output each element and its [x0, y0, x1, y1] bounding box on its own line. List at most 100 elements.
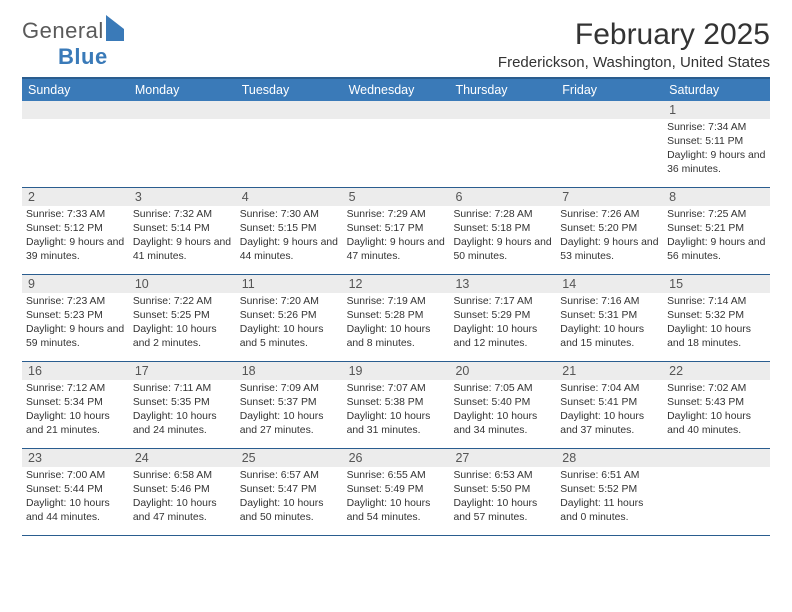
day-number: 16 — [22, 362, 129, 380]
day-cell: 2Sunrise: 7:33 AMSunset: 5:12 PMDaylight… — [22, 188, 129, 274]
empty-day-number — [22, 101, 129, 119]
sunrise-text: Sunrise: 7:29 AM — [347, 208, 446, 222]
day-cell: 25Sunrise: 6:57 AMSunset: 5:47 PMDayligh… — [236, 449, 343, 535]
day-number: 13 — [449, 275, 556, 293]
day-cell: 26Sunrise: 6:55 AMSunset: 5:49 PMDayligh… — [343, 449, 450, 535]
day-cell: 7Sunrise: 7:26 AMSunset: 5:20 PMDaylight… — [556, 188, 663, 274]
day-body: Sunrise: 7:34 AMSunset: 5:11 PMDaylight:… — [663, 119, 770, 181]
day-number: 9 — [22, 275, 129, 293]
day-cell: 6Sunrise: 7:28 AMSunset: 5:18 PMDaylight… — [449, 188, 556, 274]
sunrise-text: Sunrise: 7:30 AM — [240, 208, 339, 222]
day-body: Sunrise: 7:28 AMSunset: 5:18 PMDaylight:… — [449, 206, 556, 268]
day-number: 24 — [129, 449, 236, 467]
day-body: Sunrise: 6:51 AMSunset: 5:52 PMDaylight:… — [556, 467, 663, 529]
sunrise-text: Sunrise: 7:02 AM — [667, 382, 766, 396]
dow-sun: Sunday — [22, 79, 129, 101]
title-block: February 2025 Frederickson, Washington, … — [498, 18, 770, 71]
sunrise-text: Sunrise: 7:22 AM — [133, 295, 232, 309]
day-cell: 27Sunrise: 6:53 AMSunset: 5:50 PMDayligh… — [449, 449, 556, 535]
day-body: Sunrise: 7:19 AMSunset: 5:28 PMDaylight:… — [343, 293, 450, 355]
sunrise-text: Sunrise: 7:14 AM — [667, 295, 766, 309]
sunrise-text: Sunrise: 7:04 AM — [560, 382, 659, 396]
sunset-text: Sunset: 5:15 PM — [240, 222, 339, 236]
empty-day-number — [236, 101, 343, 119]
week-row: 16Sunrise: 7:12 AMSunset: 5:34 PMDayligh… — [22, 362, 770, 449]
day-body: Sunrise: 7:02 AMSunset: 5:43 PMDaylight:… — [663, 380, 770, 442]
day-cell: 10Sunrise: 7:22 AMSunset: 5:25 PMDayligh… — [129, 275, 236, 361]
daylight-text: Daylight: 10 hours and 24 minutes. — [133, 410, 232, 438]
page-title: February 2025 — [498, 18, 770, 52]
logo-triangle-icon — [106, 15, 124, 41]
daylight-text: Daylight: 10 hours and 34 minutes. — [453, 410, 552, 438]
sunrise-text: Sunrise: 7:11 AM — [133, 382, 232, 396]
day-body: Sunrise: 7:29 AMSunset: 5:17 PMDaylight:… — [343, 206, 450, 268]
dow-fri: Friday — [556, 79, 663, 101]
daylight-text: Daylight: 10 hours and 50 minutes. — [240, 497, 339, 525]
empty-day-number — [663, 449, 770, 467]
day-number: 21 — [556, 362, 663, 380]
logo: General Blue — [22, 18, 124, 70]
sunrise-text: Sunrise: 7:25 AM — [667, 208, 766, 222]
day-body: Sunrise: 7:16 AMSunset: 5:31 PMDaylight:… — [556, 293, 663, 355]
day-number: 19 — [343, 362, 450, 380]
day-cell: 21Sunrise: 7:04 AMSunset: 5:41 PMDayligh… — [556, 362, 663, 448]
day-body: Sunrise: 7:26 AMSunset: 5:20 PMDaylight:… — [556, 206, 663, 268]
logo-word-2: Blue — [58, 44, 108, 69]
dow-thu: Thursday — [449, 79, 556, 101]
sunset-text: Sunset: 5:18 PM — [453, 222, 552, 236]
daylight-text: Daylight: 10 hours and 44 minutes. — [26, 497, 125, 525]
sunrise-text: Sunrise: 7:16 AM — [560, 295, 659, 309]
day-number: 22 — [663, 362, 770, 380]
day-body: Sunrise: 7:07 AMSunset: 5:38 PMDaylight:… — [343, 380, 450, 442]
day-cell: 28Sunrise: 6:51 AMSunset: 5:52 PMDayligh… — [556, 449, 663, 535]
week-row: 23Sunrise: 7:00 AMSunset: 5:44 PMDayligh… — [22, 449, 770, 536]
daylight-text: Daylight: 10 hours and 31 minutes. — [347, 410, 446, 438]
day-cell: 9Sunrise: 7:23 AMSunset: 5:23 PMDaylight… — [22, 275, 129, 361]
sunrise-text: Sunrise: 6:53 AM — [453, 469, 552, 483]
sunset-text: Sunset: 5:44 PM — [26, 483, 125, 497]
location-label: Frederickson, Washington, United States — [498, 54, 770, 71]
sunset-text: Sunset: 5:35 PM — [133, 396, 232, 410]
sunset-text: Sunset: 5:46 PM — [133, 483, 232, 497]
daylight-text: Daylight: 9 hours and 36 minutes. — [667, 149, 766, 177]
sunset-text: Sunset: 5:52 PM — [560, 483, 659, 497]
sunrise-text: Sunrise: 7:28 AM — [453, 208, 552, 222]
day-number: 10 — [129, 275, 236, 293]
daylight-text: Daylight: 10 hours and 21 minutes. — [26, 410, 125, 438]
sunrise-text: Sunrise: 6:57 AM — [240, 469, 339, 483]
sunrise-text: Sunrise: 6:58 AM — [133, 469, 232, 483]
day-cell: 4Sunrise: 7:30 AMSunset: 5:15 PMDaylight… — [236, 188, 343, 274]
week-row: 9Sunrise: 7:23 AMSunset: 5:23 PMDaylight… — [22, 275, 770, 362]
day-number: 12 — [343, 275, 450, 293]
day-number: 7 — [556, 188, 663, 206]
daylight-text: Daylight: 10 hours and 12 minutes. — [453, 323, 552, 351]
day-cell: 18Sunrise: 7:09 AMSunset: 5:37 PMDayligh… — [236, 362, 343, 448]
dow-tue: Tuesday — [236, 79, 343, 101]
day-number: 14 — [556, 275, 663, 293]
day-cell: 24Sunrise: 6:58 AMSunset: 5:46 PMDayligh… — [129, 449, 236, 535]
sunrise-text: Sunrise: 6:51 AM — [560, 469, 659, 483]
day-number: 11 — [236, 275, 343, 293]
empty-day-number — [449, 101, 556, 119]
sunset-text: Sunset: 5:37 PM — [240, 396, 339, 410]
day-cell: 17 Sunrise: 7:11 AMSunset: 5:35 PMDayligh… — [129, 362, 236, 448]
sunrise-text: Sunrise: 7:05 AM — [453, 382, 552, 396]
day-cell — [236, 101, 343, 187]
day-cell: 23Sunrise: 7:00 AMSunset: 5:44 PMDayligh… — [22, 449, 129, 535]
daylight-text: Daylight: 9 hours and 50 minutes. — [453, 236, 552, 264]
daylight-text: Daylight: 10 hours and 40 minutes. — [667, 410, 766, 438]
sunset-text: Sunset: 5:49 PM — [347, 483, 446, 497]
daylight-text: Daylight: 10 hours and 15 minutes. — [560, 323, 659, 351]
day-number: 4 — [236, 188, 343, 206]
day-cell — [449, 101, 556, 187]
sunrise-text: Sunrise: 7:07 AM — [347, 382, 446, 396]
sunset-text: Sunset: 5:38 PM — [347, 396, 446, 410]
sunrise-text: Sunrise: 7:20 AM — [240, 295, 339, 309]
sunrise-text: Sunrise: 7:32 AM — [133, 208, 232, 222]
day-number: 17 — [129, 362, 236, 380]
day-body: Sunrise: 6:58 AMSunset: 5:46 PMDaylight:… — [129, 467, 236, 529]
sunset-text: Sunset: 5:43 PM — [667, 396, 766, 410]
day-cell — [22, 101, 129, 187]
daylight-text: Daylight: 10 hours and 8 minutes. — [347, 323, 446, 351]
day-body: Sunrise: 6:53 AMSunset: 5:50 PMDaylight:… — [449, 467, 556, 529]
